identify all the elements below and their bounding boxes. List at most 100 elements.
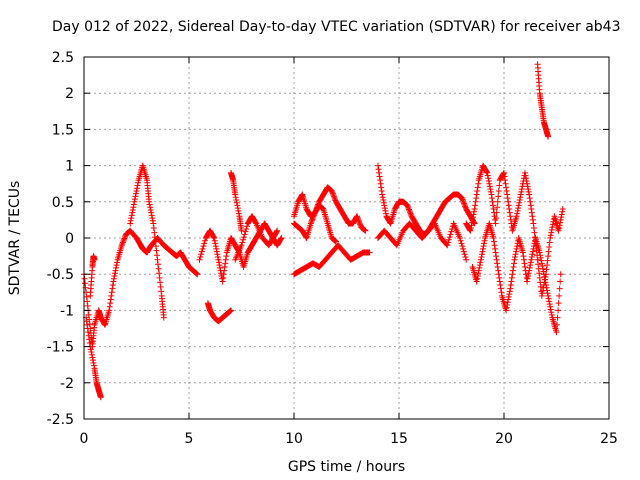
data-point [535,261,542,268]
data-point [492,249,499,256]
data-point [492,220,499,227]
data-point [504,301,511,308]
data-point [216,264,223,271]
data-point [557,271,564,278]
data-point [488,191,495,198]
data-point [111,273,118,280]
data-point [153,252,160,259]
data-point [355,215,362,222]
data-point [469,216,476,223]
data-point [362,227,369,234]
data-point [546,239,553,246]
data-point [375,162,381,169]
data-point [196,256,203,263]
data-point [548,311,555,318]
y-tick-label: -1.5 [47,340,74,356]
data-point [238,242,245,249]
data-point [468,219,475,226]
data-point [129,209,136,216]
data-point [518,186,525,193]
data-point [507,213,514,220]
data-point [543,266,550,273]
data-point [86,320,93,327]
data-point [559,208,566,215]
data-point [483,168,490,175]
data-point [378,184,385,191]
data-point [530,245,537,252]
data-points [81,61,566,401]
data-point [221,263,228,270]
data-point [160,314,167,321]
data-point [493,215,500,222]
data-point [539,265,546,272]
data-point [215,259,222,266]
data-point [493,209,500,216]
data-point [527,262,534,269]
data-point [468,222,475,229]
data-point [202,237,209,244]
data-point [513,245,520,252]
data-point [232,194,239,201]
data-point [509,267,516,274]
y-axis-label: SDTVAR / TECUs [7,181,23,296]
data-point [558,214,565,221]
data-point [461,200,468,207]
data-point [154,256,161,263]
x-tick-label: 20 [495,431,513,447]
data-point [151,234,158,241]
data-point [127,217,134,224]
data-point [404,203,411,210]
data-point [199,245,206,252]
data-point [548,226,555,233]
data-point [475,270,482,277]
data-point [84,298,91,305]
data-point [460,199,467,206]
data-point [310,212,317,219]
data-point [85,311,92,318]
data-point [467,225,474,232]
data-point [473,191,480,198]
data-point [530,225,537,232]
data-point [89,354,96,361]
data-point [462,203,469,210]
chart-title: Day 012 of 2022, Sidereal Day-to-day VTE… [52,19,621,35]
data-point [240,234,247,241]
data-point [244,223,251,230]
data-point [557,216,564,223]
data-point [331,194,338,201]
data-point [462,254,469,261]
data-point [273,228,280,235]
data-point [376,169,383,176]
x-tick-label: 15 [390,431,408,447]
data-point [212,240,219,247]
data-point [554,314,561,321]
data-point [131,198,138,205]
data-point [212,243,219,250]
data-point [549,221,556,228]
data-point [545,253,552,260]
data-point [480,243,487,250]
data-point [90,359,97,366]
data-point [134,182,141,189]
data-point [493,256,500,263]
data-point [525,273,532,280]
data-point [558,211,565,218]
data-point [328,187,335,194]
data-point [378,187,385,194]
data-point [517,191,524,198]
data-point [524,275,531,282]
data-point [220,271,227,278]
data-point [539,290,546,297]
data-point [108,289,115,296]
data-point [153,247,160,254]
data-point [502,177,509,184]
data-point [459,243,466,250]
data-point [214,254,221,261]
data-point [83,318,90,325]
data-point [107,300,114,307]
data-point [491,238,498,245]
data-point [150,225,157,232]
data-point [120,238,127,245]
data-point [474,187,481,194]
data-point [502,180,509,187]
